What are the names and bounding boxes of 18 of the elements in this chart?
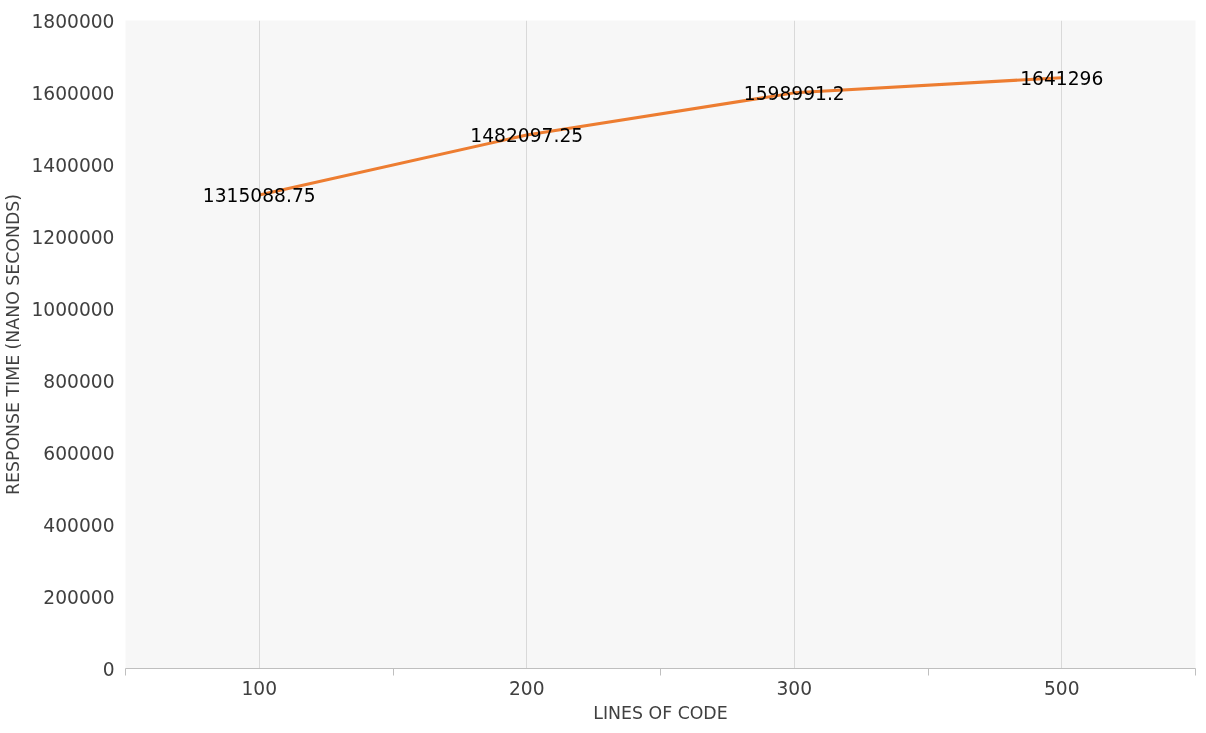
data-label: 1641296 [1020,67,1104,89]
x-tick-label: 500 [1043,677,1080,699]
y-tick-label: 600000 [43,442,115,464]
y-tick-label: 1800000 [31,10,115,32]
y-tick-label: 1200000 [31,226,115,248]
y-tick-label: 1400000 [31,154,115,176]
x-tick-label: 200 [508,677,545,699]
y-tick-label: 400000 [43,514,115,536]
y-tick-label: 0 [102,658,115,680]
x-tick-label: 300 [776,677,813,699]
y-tick-label: 1600000 [31,82,115,104]
x-tick-label: 100 [241,677,278,699]
y-axis-title: RESPONSE TIME (NANO SECONDS) [3,193,24,496]
y-tick-label: 800000 [43,370,115,392]
y-tick-label: 1000000 [31,298,115,320]
data-label: 1315088.75 [202,185,316,207]
x-axis-title: LINES OF CODE [593,702,728,723]
y-tick-label: 200000 [43,586,115,608]
